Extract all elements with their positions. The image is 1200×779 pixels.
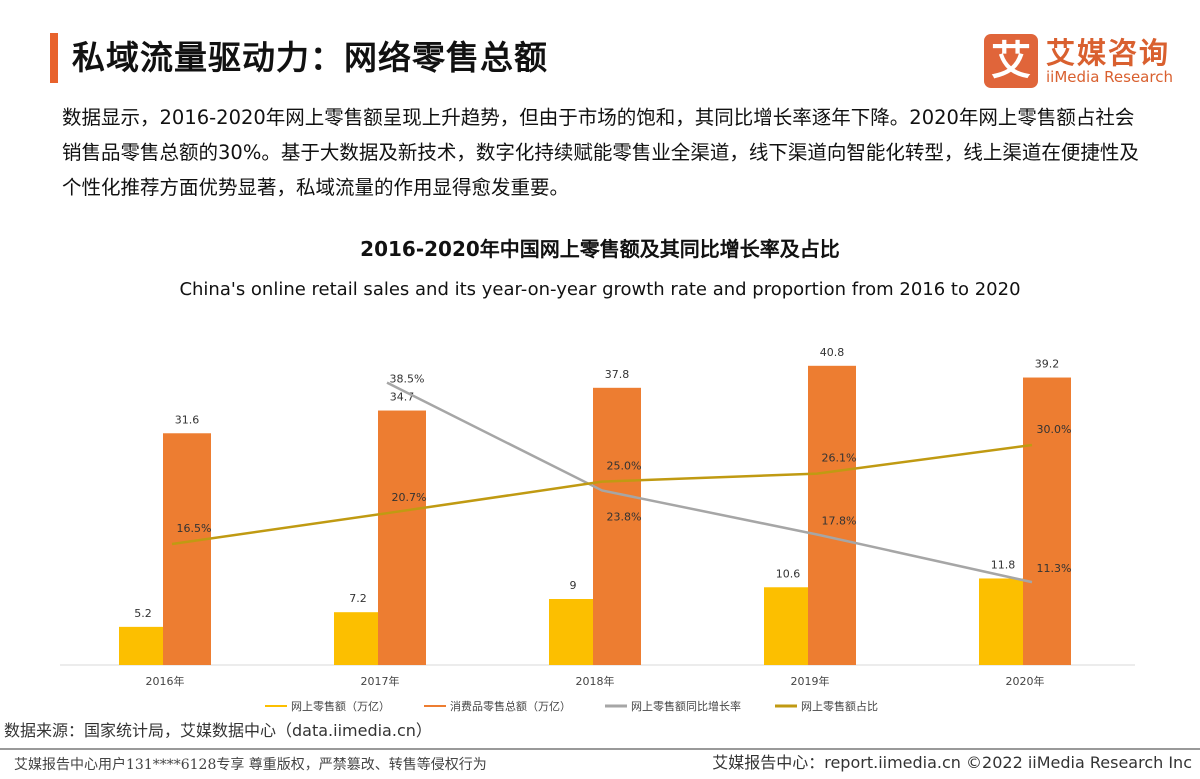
series-line	[171, 443, 1033, 546]
x-tick-label: 2020年	[1006, 674, 1045, 688]
line-data-label: 25.0%	[607, 460, 642, 473]
bar-data-label: 34.7	[390, 391, 415, 404]
x-tick-label: 2017年	[361, 674, 400, 688]
line-data-label: 17.8%	[822, 514, 857, 527]
bar-data-label: 7.2	[349, 592, 367, 605]
page-title: 私域流量驱动力：网络零售总额	[72, 38, 548, 77]
bar	[163, 433, 211, 665]
bar-data-label: 11.8	[991, 558, 1016, 571]
series-line	[386, 381, 1033, 584]
description: 数据显示，2016-2020年网上零售额呈现上升趋势，但由于市场的饱和，其同比增…	[62, 106, 1139, 199]
line-data-label: 30.0%	[1037, 423, 1072, 436]
legend-label: 网上零售额同比增长率	[631, 699, 741, 713]
chart-title: 2016-2020年中国网上零售额及其同比增长率及占比	[360, 237, 840, 261]
logo-cn: 艾媒咨询	[1046, 36, 1171, 70]
chart-subtitle: China's online retail sales and its year…	[179, 279, 1021, 300]
logo: 艾 艾媒咨询 iiMedia Research	[984, 34, 1173, 88]
bar	[808, 365, 856, 665]
bar	[1023, 377, 1071, 665]
bar-data-label: 9	[570, 579, 577, 592]
footer-site: 艾媒报告中心：report.iimedia.cn ©2022 iiMedia R…	[712, 753, 1192, 772]
bar	[593, 387, 641, 665]
chart: 2016年 2017年 2018年 2019年 2020年 5.2 7.2 9 10.6 11.8…	[60, 346, 1135, 713]
line-data-label: 20.7%	[392, 491, 427, 504]
line-data-label: 38.5%	[390, 373, 425, 386]
legend-label: 消费品零售总额（万亿）	[450, 699, 571, 713]
bar-data-label: 40.8	[820, 346, 845, 359]
logo-en: iiMedia Research	[1046, 68, 1173, 86]
line-data-label: 26.1%	[822, 452, 857, 465]
bar-data-label: 37.8	[605, 368, 630, 381]
source-note: 数据来源：国家统计局，艾媒数据中心（data.iimedia.cn）	[4, 721, 432, 740]
bar-data-label: 10.6	[776, 567, 801, 580]
x-tick-label: 2016年	[146, 674, 185, 688]
bar-data-label: 5.2	[134, 607, 152, 620]
title-accent-bar	[50, 33, 58, 83]
bar	[378, 410, 426, 665]
x-tick-label: 2018年	[576, 674, 615, 688]
bar	[764, 587, 812, 665]
legend-label: 网上零售额（万亿）	[291, 699, 390, 713]
bar	[979, 578, 1027, 665]
bar	[119, 626, 167, 665]
footer-copyright-notice: 艾媒报告中心用户131****6128专享 尊重版权，严禁篡改、转售等侵权行为	[14, 757, 487, 773]
line-data-label: 23.8%	[607, 510, 642, 523]
bar	[549, 599, 597, 665]
x-tick-label: 2019年	[791, 674, 830, 688]
legend-label: 网上零售额占比	[801, 699, 878, 713]
bar	[334, 612, 382, 665]
bar-data-label: 39.2	[1035, 358, 1060, 371]
line-data-label: 16.5%	[177, 522, 212, 535]
line-data-label: 11.3%	[1037, 562, 1072, 575]
logo-icon: 艾	[984, 34, 1038, 88]
bar-data-label: 31.6	[175, 413, 200, 426]
footer-divider	[0, 748, 1200, 750]
